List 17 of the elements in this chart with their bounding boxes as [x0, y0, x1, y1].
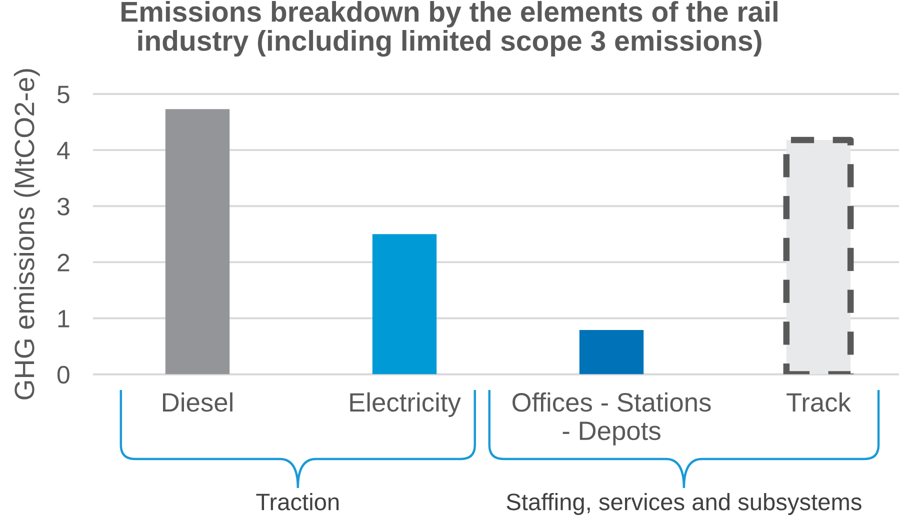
y-tick-label: 4: [57, 142, 70, 160]
y-tick-label: 1: [58, 310, 70, 328]
bar: [372, 234, 437, 374]
y-axis-title: GHG emissions (MtCO2-e): [14, 69, 40, 400]
bar: [579, 330, 644, 374]
y-tick-label: 0: [57, 366, 70, 384]
bar: [165, 109, 230, 374]
x-tick-label: Electricity: [350, 392, 461, 417]
chart-title: Emissions breakdown by the elements of the rail industry (including limited scope 3 emissions): [122, 1, 778, 57]
y-tick-label: 2: [58, 254, 70, 272]
x-tick-label: Track: [786, 392, 852, 412]
text: Staffing, services and subsystems: [506, 492, 862, 516]
x-tick-label: Offices - Stations - Depots: [512, 392, 711, 446]
x-tick-label: Diesel: [163, 392, 232, 412]
y-tick-label: 3: [57, 198, 70, 216]
y-tick-label: 5: [57, 86, 70, 104]
text: Traction: [256, 492, 339, 510]
